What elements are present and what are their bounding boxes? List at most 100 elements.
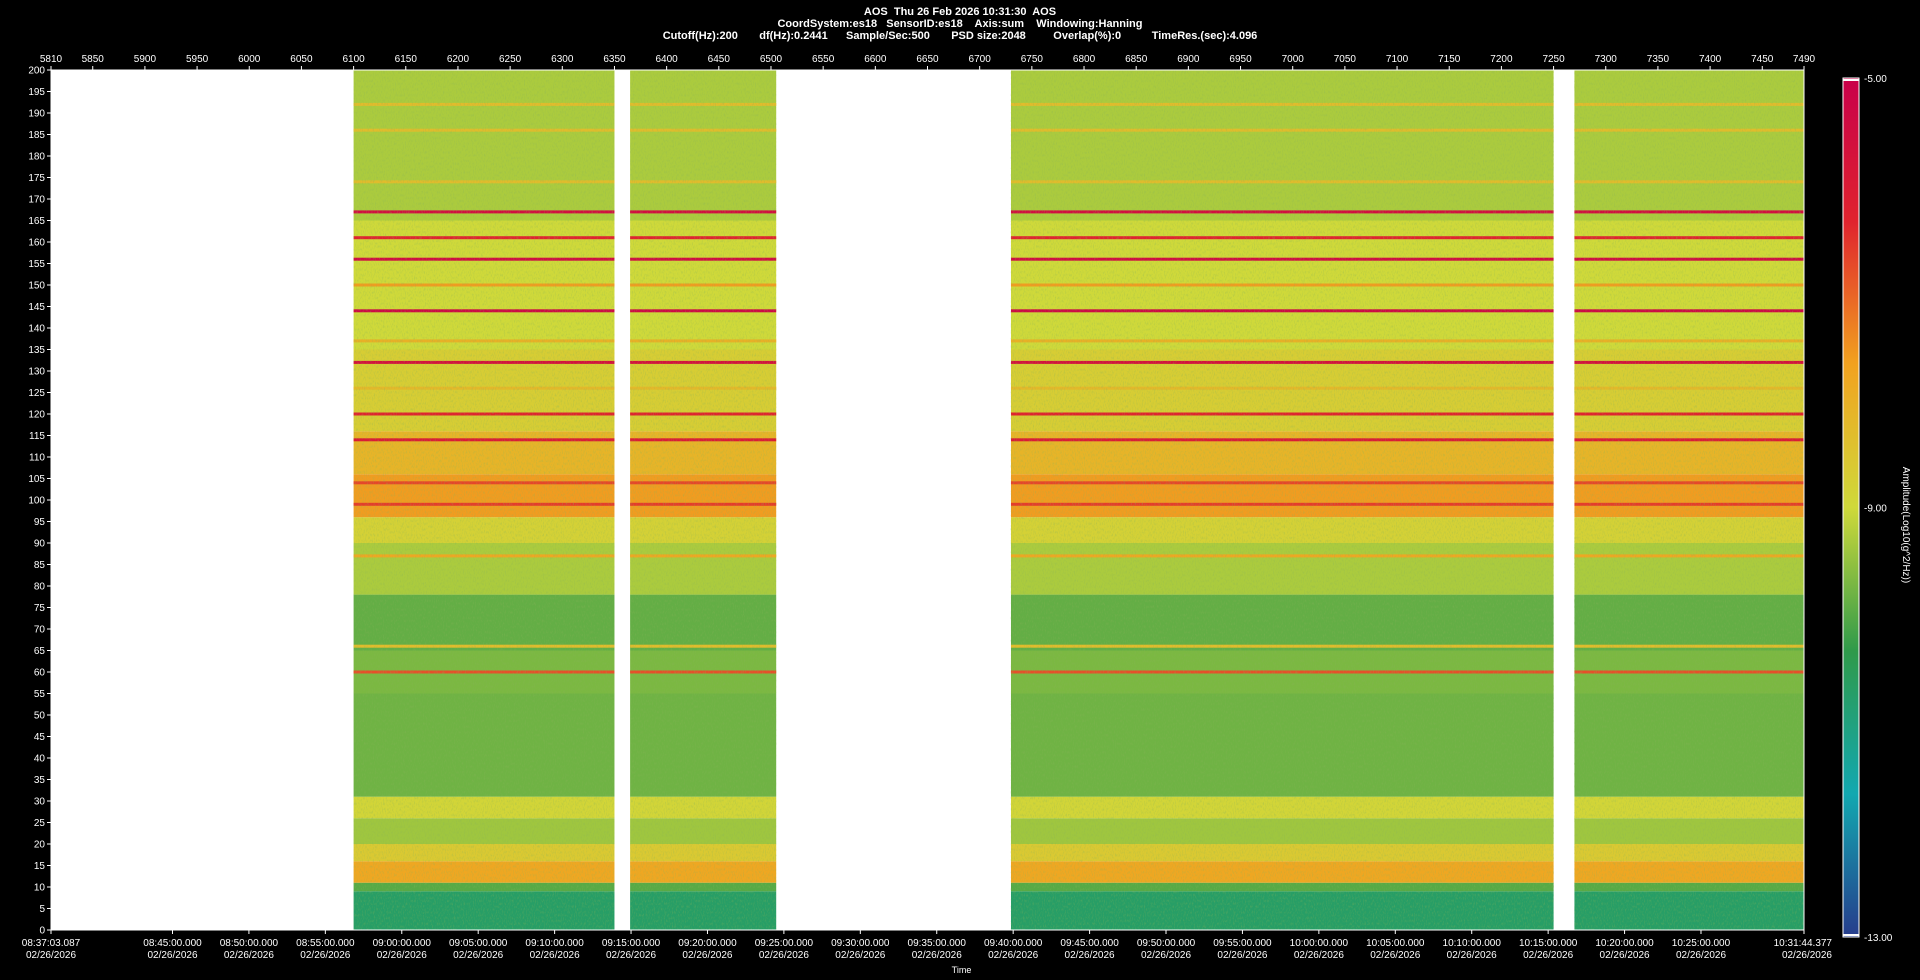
x-top-tick-label: 6650 bbox=[916, 54, 939, 65]
colorbar bbox=[1843, 78, 1859, 937]
x-top-tick-label: 6250 bbox=[499, 54, 522, 65]
x-time-tick-label: 08:45:00.000 bbox=[143, 938, 202, 949]
data-segment bbox=[630, 70, 777, 930]
y-tick-label: 145 bbox=[28, 302, 45, 313]
y-tick-label: 95 bbox=[34, 517, 46, 528]
y-tick-label: 200 bbox=[28, 66, 45, 77]
x-date-tick-label: 02/26/2026 bbox=[1676, 950, 1726, 961]
x-date-tick-label: 02/26/2026 bbox=[147, 950, 197, 961]
x-time-tick-label: 10:10:00.000 bbox=[1443, 938, 1502, 949]
y-tick-label: 110 bbox=[29, 453, 45, 464]
y-tick-label: 30 bbox=[34, 797, 46, 808]
y-tick-label: 35 bbox=[34, 775, 46, 786]
chart-subtitle-params: Cutoff(Hz):200 df(Hz):0.2441 Sample/Sec:… bbox=[662, 30, 1258, 42]
chart-subtitle-sensor: CoordSystem:es18 SensorID:es18 Axis:sum … bbox=[777, 18, 1143, 30]
x-top-tick-label: 6150 bbox=[395, 54, 418, 65]
x-time-tick-label: 09:00:00.000 bbox=[373, 938, 432, 949]
y-tick-label: 195 bbox=[28, 87, 45, 98]
x-date-tick-label: 02/26/2026 bbox=[530, 950, 580, 961]
x-time-tick-label: 09:40:00.000 bbox=[984, 938, 1043, 949]
y-tick-label: 15 bbox=[34, 861, 46, 872]
x-top-tick-label: 7200 bbox=[1490, 54, 1513, 65]
x-date-tick-label: 02/26/2026 bbox=[988, 950, 1038, 961]
y-tick-label: 80 bbox=[34, 582, 46, 593]
x-time-tick-label: 09:55:00.000 bbox=[1213, 938, 1272, 949]
x-time-tick-label: 09:25:00.000 bbox=[755, 938, 814, 949]
x-time-tick-label: 09:45:00.000 bbox=[1060, 938, 1119, 949]
x-time-tick-label: 09:35:00.000 bbox=[908, 938, 967, 949]
x-date-tick-label: 02/26/2026 bbox=[300, 950, 350, 961]
x-date-tick-label: 02/26/2026 bbox=[1217, 950, 1267, 961]
y-tick-label: 20 bbox=[34, 840, 46, 851]
x-top-tick-label: 7250 bbox=[1542, 54, 1565, 65]
x-time-tick-label: 10:20:00.000 bbox=[1595, 938, 1654, 949]
colorbar-frame bbox=[1842, 77, 1860, 938]
y-tick-label: 125 bbox=[28, 388, 45, 399]
x-top-tick-label: 7050 bbox=[1334, 54, 1357, 65]
y-tick-label: 130 bbox=[28, 367, 45, 378]
chart-title: AOS Thu 26 Feb 2026 10:31:30 AOS bbox=[863, 6, 1057, 18]
y-tick-label: 55 bbox=[34, 689, 46, 700]
x-top-tick-label: 7400 bbox=[1699, 54, 1722, 65]
x-date-tick-label: 02/26/2026 bbox=[377, 950, 427, 961]
y-tick-label: 160 bbox=[28, 238, 45, 249]
x-date-tick-label: 02/26/2026 bbox=[224, 950, 274, 961]
x-time-tick-label: 10:05:00.000 bbox=[1366, 938, 1425, 949]
y-tick-label: 40 bbox=[34, 754, 46, 765]
x-time-tick-label: 08:55:00.000 bbox=[296, 938, 355, 949]
spectrum-texture bbox=[630, 70, 777, 930]
x-top-tick-label: 6500 bbox=[760, 54, 783, 65]
x-date-tick-label: 02/26/2026 bbox=[835, 950, 885, 961]
x-date-tick-label: 02/26/2026 bbox=[1141, 950, 1191, 961]
x-top-tick-label: 5810 bbox=[40, 54, 63, 65]
x-date-tick-label: 02/26/2026 bbox=[453, 950, 503, 961]
y-tick-label: 0 bbox=[39, 926, 45, 937]
x-date-tick-label: 02/26/2026 bbox=[606, 950, 656, 961]
x-top-tick-label: 6450 bbox=[708, 54, 731, 65]
x-top-tick-label: 7350 bbox=[1647, 54, 1670, 65]
x-top-tick-label: 5950 bbox=[186, 54, 209, 65]
x-top-tick-label: 7100 bbox=[1386, 54, 1409, 65]
colorbar-tick-label: -9.00 bbox=[1864, 504, 1887, 515]
x-date-tick-label: 02/26/2026 bbox=[1523, 950, 1573, 961]
x-date-tick-label: 02/26/2026 bbox=[1370, 950, 1420, 961]
y-tick-label: 60 bbox=[34, 668, 46, 679]
x-date-tick-label: 02/26/2026 bbox=[26, 950, 76, 961]
x-top-tick-label: 6050 bbox=[290, 54, 313, 65]
y-tick-label: 155 bbox=[28, 259, 45, 270]
x-top-tick-label: 6950 bbox=[1229, 54, 1252, 65]
y-tick-label: 185 bbox=[28, 130, 45, 141]
x-time-tick-label: 10:31:44.377 bbox=[1774, 938, 1833, 949]
data-segment bbox=[353, 70, 615, 930]
y-tick-label: 135 bbox=[28, 345, 45, 356]
x-date-tick-label: 02/26/2026 bbox=[1447, 950, 1497, 961]
x-top-tick-label: 6100 bbox=[342, 54, 365, 65]
x-time-tick-label: 09:20:00.000 bbox=[678, 938, 737, 949]
x-top-tick-label: 7490 bbox=[1793, 54, 1816, 65]
y-tick-label: 150 bbox=[28, 281, 45, 292]
x-top-tick-label: 6400 bbox=[656, 54, 679, 65]
x-date-tick-label: 02/26/2026 bbox=[1294, 950, 1344, 961]
x-time-tick-label: 08:37:03.087 bbox=[22, 938, 81, 949]
y-tick-label: 105 bbox=[28, 474, 45, 485]
y-tick-label: 165 bbox=[28, 216, 45, 227]
x-top-tick-label: 6000 bbox=[238, 54, 261, 65]
colorbar-tick-label: -13.00 bbox=[1864, 933, 1893, 944]
x-date-tick-label: 02/26/2026 bbox=[912, 950, 962, 961]
x-top-tick-label: 7450 bbox=[1751, 54, 1774, 65]
y-tick-label: 180 bbox=[28, 152, 45, 163]
y-tick-label: 175 bbox=[28, 173, 45, 184]
x-time-tick-label: 09:15:00.000 bbox=[602, 938, 661, 949]
colorbar-label: Amplitude(Log10(g^2/Hz)) bbox=[1900, 467, 1911, 583]
y-tick-label: 10 bbox=[34, 883, 46, 894]
x-top-tick-label: 6700 bbox=[969, 54, 992, 65]
data-segment bbox=[1010, 70, 1554, 930]
x-time-tick-label: 09:30:00.000 bbox=[831, 938, 890, 949]
x-time-tick-label: 10:25:00.000 bbox=[1672, 938, 1731, 949]
x-time-tick-label: 10:00:00.000 bbox=[1290, 938, 1349, 949]
y-tick-label: 50 bbox=[34, 711, 46, 722]
x-date-tick-label: 02/26/2026 bbox=[759, 950, 809, 961]
x-top-tick-label: 5900 bbox=[134, 54, 157, 65]
y-tick-label: 100 bbox=[28, 496, 45, 507]
